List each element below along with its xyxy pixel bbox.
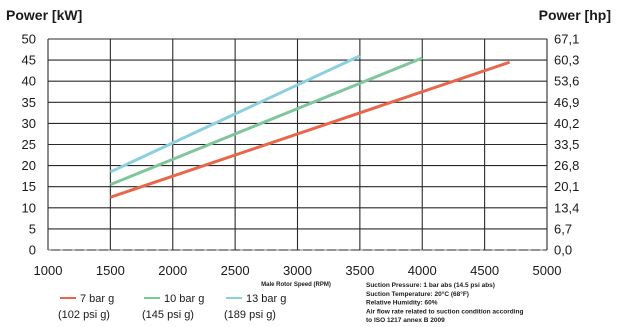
test-conditions: Suction Pressure: 1 bar abs (14.5 psi ab… [366,282,523,324]
left-axis-title: Power [kW] [6,7,82,23]
condition-line: Suction Temperature: 20°C (68°F) [366,290,469,298]
y-tick-label: 45 [22,53,36,68]
y-tick-label: 25 [22,137,36,152]
x-tick-label: 1000 [34,263,63,278]
x-tick-label: 2000 [158,263,187,278]
legend-label: 13 bar g [246,293,286,305]
condition-line: Suction Pressure: 1 bar abs (14.5 psi ab… [366,282,495,289]
condition-line: to ISO 1217 annex B 2009 [366,317,445,324]
x-tick-label: 2500 [221,263,250,278]
y-right-tick-label: 67,1 [554,32,579,47]
y-right-tick-label: 33,5 [554,137,579,152]
y-tick-label: 35 [22,95,36,110]
legend-sublabel: (189 psi g) [224,309,276,321]
y-right-tick-label: 0,0 [554,243,572,258]
x-tick-label: 3000 [283,263,312,278]
y-right-tick-label: 53,6 [554,74,579,89]
y-tick-label: 50 [22,32,36,47]
right-axis-title: Power [hp] [539,7,611,23]
y-tick-label: 20 [22,158,36,173]
y-tick-label: 30 [22,116,36,131]
legend-label: 7 bar g [80,293,114,305]
y-right-tick-label: 40,2 [554,116,579,131]
left-tick-labels: 0 5 10 15 20 25 30 35 40 45 50 [22,32,36,258]
condition-line: Relative Humidity: 60% [366,300,438,307]
condition-line: Air flow rate related to suction conditi… [366,308,523,315]
y-tick-label: 0 [29,243,36,258]
y-tick-label: 40 [22,74,36,89]
series-line [110,62,509,197]
x-tick-label: 4000 [408,263,437,278]
legend-sublabel: (102 psi g) [58,309,110,321]
y-tick-label: 10 [22,200,36,215]
x-tick-label: 4500 [470,263,499,278]
y-right-tick-label: 6,7 [554,221,572,236]
series-lines [110,56,509,197]
y-right-tick-label: 26,8 [554,158,579,173]
x-axis-label: Male Rotor Speed (RPM) [261,282,331,288]
y-right-tick-label: 20,1 [554,179,579,194]
x-tick-labels: 1000 1500 2000 2500 3000 3500 4000 4500 5000 [34,263,562,278]
legend-label: 10 bar g [164,293,204,305]
y-right-tick-label: 13,4 [554,200,579,215]
y-tick-label: 15 [22,179,36,194]
x-tick-label: 5000 [533,263,562,278]
legend-sublabel: (145 psi g) [142,309,194,321]
gridlines [48,39,547,250]
x-tick-label: 3500 [345,263,374,278]
y-tick-label: 5 [29,221,36,236]
x-tick-label: 1500 [96,263,125,278]
legend: 7 bar g (102 psi g) 10 bar g (145 psi g) 13 … [58,293,286,321]
y-right-tick-label: 60,3 [554,53,579,68]
right-tick-labels: 0,0 6,7 13,4 20,1 26,8 33,5 40,2 46,9 53,6 60,3 67… [554,32,579,258]
y-right-tick-label: 46,9 [554,95,579,110]
